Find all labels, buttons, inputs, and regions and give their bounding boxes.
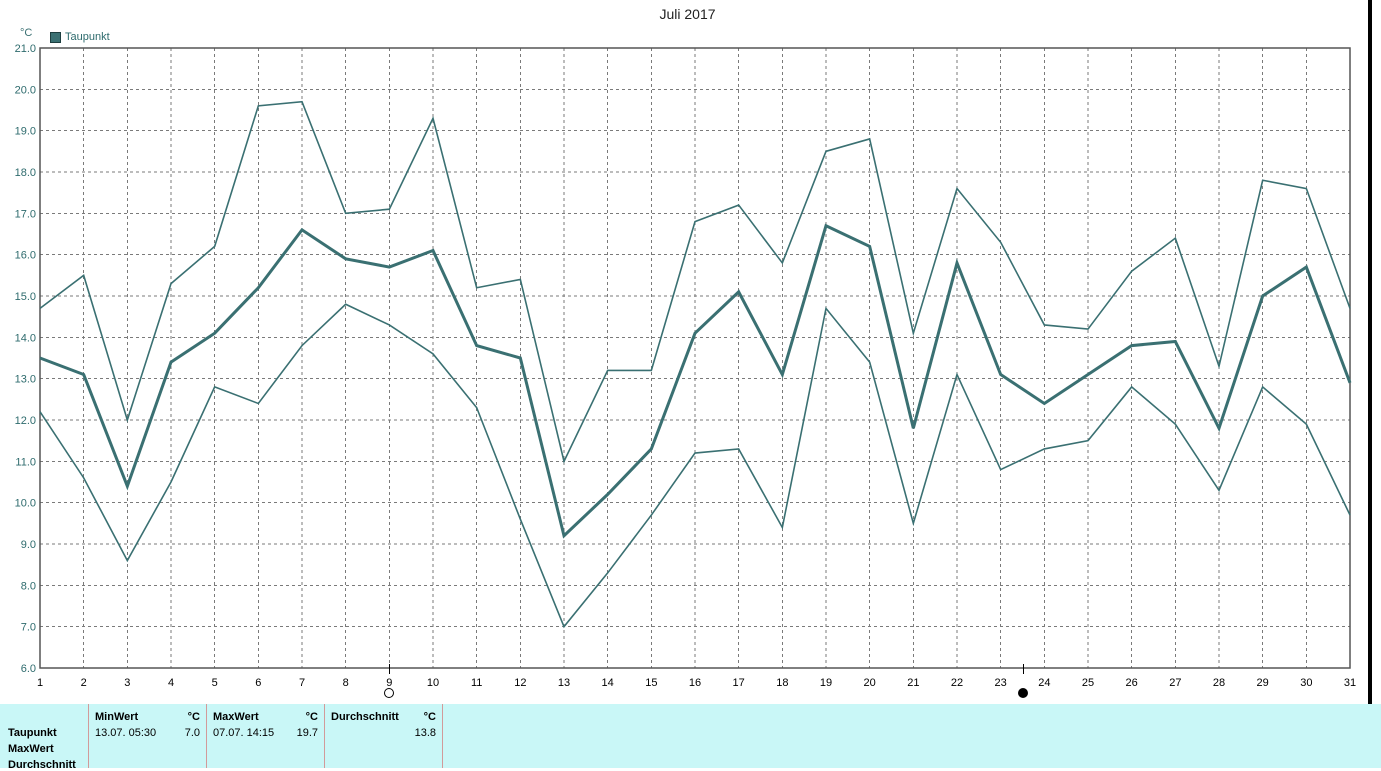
row-label-durchschnitt: Durchschnitt [8,759,76,771]
x-tick-label: 3 [124,677,130,689]
stat-col-min: MinWert °C 13.07. 05:30 7.0 [88,704,206,768]
stat-date-max: 07.07. 14:15 [213,727,275,739]
stat-col-max: MaxWert °C 07.07. 14:15 19.7 [206,704,324,768]
series-line-mean [39,223,1352,539]
x-tick-label: 23 [995,677,1007,689]
stat-value-min: 7.0 [184,727,200,739]
y-tick-label: 10.0 [15,498,36,510]
y-tick-label: 13.0 [15,374,36,386]
x-tick-label: 26 [1126,677,1138,689]
x-tick-label: 21 [907,677,919,689]
x-tick-label: 12 [514,677,526,689]
series-line-min [39,303,1351,629]
y-axis-unit: °C [20,27,33,39]
moon-tick [1022,664,1024,674]
x-tick-label: 24 [1038,677,1050,689]
row-label-taupunkt: Taupunkt [8,727,57,739]
y-tick-label: 16.0 [15,250,36,262]
y-tick-label: 21.0 [15,43,36,55]
x-tick-label: 28 [1213,677,1225,689]
y-tick-label: 20.0 [15,84,36,96]
x-tick-label: 19 [820,677,832,689]
legend-swatch [50,31,61,43]
x-tick-label: 16 [689,677,701,689]
y-tick-label: 14.0 [15,332,36,344]
window-edge [1368,0,1372,768]
y-tick-label: 15.0 [15,291,36,303]
y-tick-label: 12.0 [15,415,36,427]
x-tick-label: 8 [343,677,349,689]
x-tick-label: 31 [1344,677,1356,689]
x-tick-label: 29 [1257,677,1269,689]
y-tick-label: 7.0 [21,622,36,634]
x-tick-label: 5 [212,677,218,689]
y-tick-label: 9.0 [21,539,36,551]
x-tick-label: 30 [1300,677,1312,689]
legend: Taupunkt [50,31,110,43]
stat-header-max: MaxWert [213,711,259,723]
stat-header-avg: Durchschnitt [331,711,399,723]
y-tick-label: 6.0 [21,663,36,675]
stat-value-max: 19.7 [296,727,318,739]
chart-title: Juli 2017 [659,6,716,22]
y-tick-label: 8.0 [21,580,36,592]
x-tick-label: 27 [1169,677,1181,689]
y-tick-label: 17.0 [15,208,36,220]
x-tick-label: 18 [776,677,788,689]
full-moon-icon [384,688,395,698]
y-tick-label: 11.0 [15,456,36,468]
stat-date-min: 13.07. 05:30 [95,727,157,739]
x-tick-label: 25 [1082,677,1094,689]
x-tick-label: 17 [733,677,745,689]
new-moon-icon [1017,688,1028,698]
stat-col-avg: Durchschnitt °C 13.8 [324,704,443,768]
x-tick-label: 1 [37,677,43,689]
x-tick-label: 9 [386,677,392,689]
stats-panel: Taupunkt MaxWert Durchschnitt MinWert °C… [0,704,1381,771]
x-tick-label: 20 [864,677,876,689]
stat-unit-max: °C [305,711,318,723]
legend-label: Taupunkt [65,31,110,43]
x-tick-label: 22 [951,677,963,689]
stat-unit-avg: °C [423,711,436,723]
x-tick-label: 14 [602,677,614,689]
x-tick-label: 15 [645,677,657,689]
x-tick-label: 7 [299,677,305,689]
series-line-max [39,100,1351,464]
x-tick-label: 4 [168,677,174,689]
x-tick-label: 2 [81,677,87,689]
stat-value-avg: 13.8 [414,727,436,739]
moon-tick [389,664,391,674]
y-tick-label: 19.0 [15,126,36,138]
stat-unit-min: °C [187,711,200,723]
row-label-maxwert: MaxWert [8,743,54,755]
y-tick-label: 18.0 [15,167,36,179]
stat-header-min: MinWert [95,711,139,723]
x-tick-label: 6 [255,677,261,689]
x-tick-label: 10 [427,677,439,689]
x-tick-label: 11 [471,677,482,689]
plot-area: 6.0 7.0 8.0 9.0 10.0 11.0 12.0 13.0 14.0 15.0 16.0… [15,43,1357,689]
x-tick-label: 13 [558,677,570,689]
